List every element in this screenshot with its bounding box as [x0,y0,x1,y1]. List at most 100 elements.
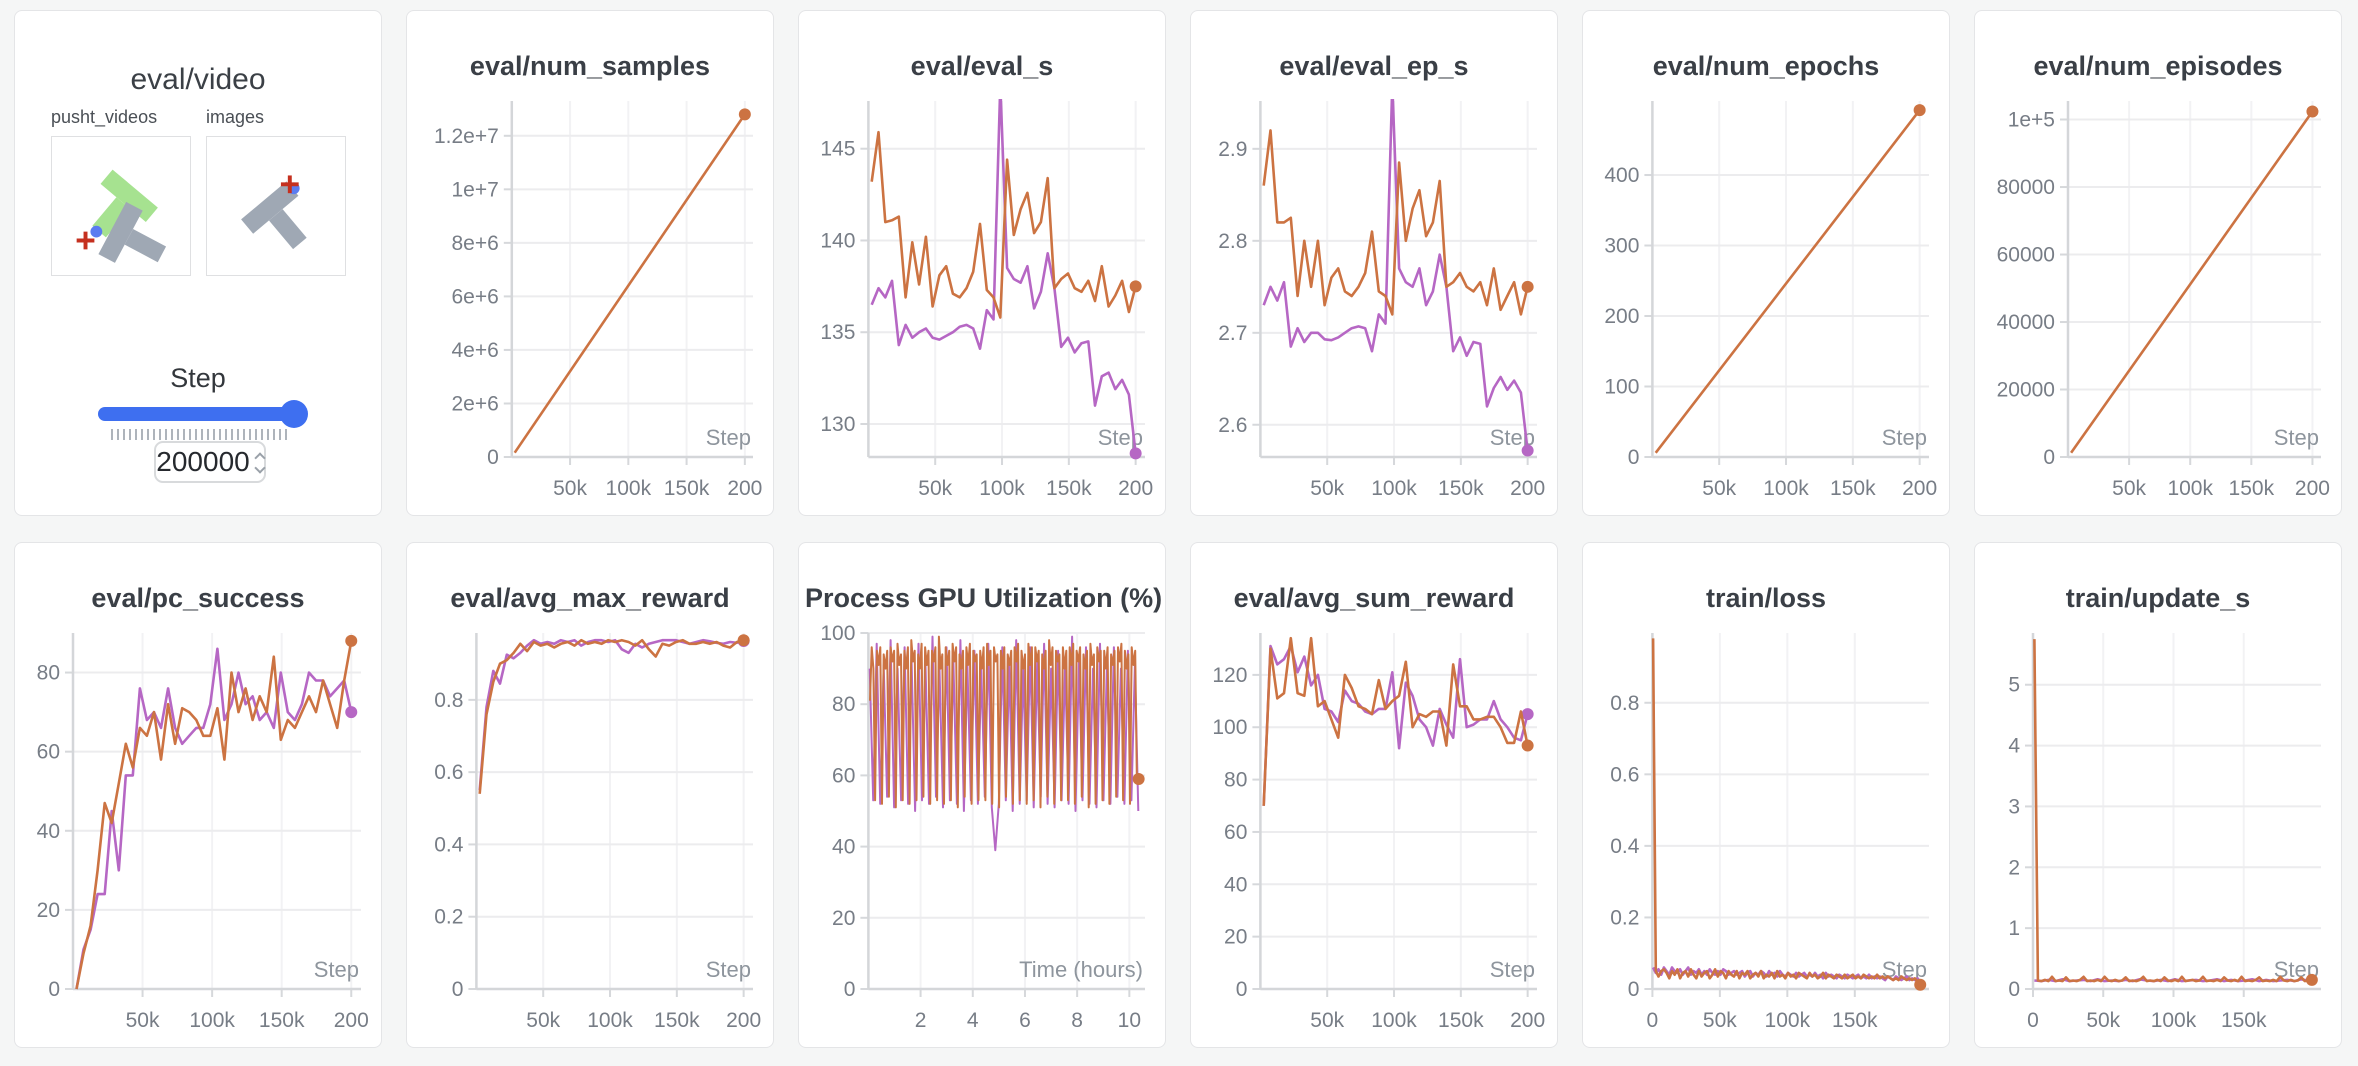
chart-title: eval/num_epochs [1652,51,1880,81]
series-run-orange [1651,638,1922,986]
chart-title: eval/num_samples [469,51,711,81]
svg-text:50k: 50k [126,1009,160,1032]
svg-text:40: 40 [1224,873,1247,896]
panel-eval-num-samples[interactable]: eval/num_samples 50k 100k 150k 200 0 2e+6 4e+6 6… [406,10,774,516]
svg-text:150k: 150k [1046,477,1092,500]
panel-eval-num-episodes[interactable]: eval/num_episodes 50k 100k 150k 200 0 20000 400… [1974,10,2342,516]
series-run-purple [1262,644,1529,806]
svg-text:60: 60 [37,741,60,764]
svg-text:100k: 100k [2151,1009,2197,1032]
svg-text:100: 100 [1212,716,1247,739]
svg-text:60: 60 [832,764,855,787]
svg-text:200: 200 [1902,477,1937,500]
panel-process-gpu-utilization[interactable]: Process GPU Utilization (%) 2 4 6 8 10 0 20 40 60… [798,542,1166,1048]
svg-text:0: 0 [48,978,60,1001]
series-end-dot [1132,772,1145,785]
panel-eval-pc-success[interactable]: eval/pc_success 50k 100k 150k 200 0 20 40 60 80 St… [14,542,382,1048]
svg-text:Step: Step [1490,957,1535,982]
panel-train-update-s[interactable]: train/update_s 0 50k 100k 150k 0 1 2 3 4 5 Step [1974,542,2342,1048]
svg-text:300: 300 [1604,235,1639,258]
svg-text:80: 80 [832,693,855,716]
goal-cross [76,231,95,250]
svg-text:2.9: 2.9 [1218,138,1247,161]
series-end-dot [737,634,750,647]
svg-text:20: 20 [1224,926,1247,949]
panel-eval-eval-ep-s[interactable]: eval/eval_ep_s 50k 100k 150k 200 2.6 2.7 2.8 2.9… [1190,10,1558,516]
panel-eval-eval-s[interactable]: eval/eval_s 50k 100k 150k 200 130 135 140 145 Ste… [798,10,1166,516]
svg-text:10: 10 [1118,1009,1141,1032]
goal-cross [280,175,299,194]
svg-text:Step: Step [1098,425,1143,450]
svg-text:50k: 50k [526,1009,560,1032]
series-end-dot [1129,280,1142,293]
series-run-orange [513,113,746,454]
stepper-arrows[interactable] [254,452,266,474]
panel-eval-avg-max-reward[interactable]: eval/avg_max_reward 50k 100k 150k 200 0 0.2 0.4… [406,542,774,1048]
slider-thumb[interactable] [280,400,308,428]
chart-title: eval/avg_sum_reward [1233,583,1515,613]
svg-text:80: 80 [1224,769,1247,792]
svg-text:0: 0 [1628,978,1640,1001]
series-run-orange [869,635,1140,809]
svg-text:50k: 50k [553,477,587,500]
svg-text:80: 80 [37,662,60,685]
svg-text:2.8: 2.8 [1218,230,1247,253]
svg-text:200: 200 [727,477,762,500]
svg-text:200: 200 [1510,1009,1545,1032]
svg-text:130: 130 [820,413,855,436]
pusht-video-thumbnail[interactable] [51,136,191,276]
panel-eval-num-epochs[interactable]: eval/num_epochs 50k 100k 150k 200 0 100 200 300 4… [1582,10,1950,516]
slider-track[interactable] [98,407,304,421]
slider-ruler [111,429,291,440]
svg-text:50k: 50k [2112,477,2146,500]
svg-text:8e+6: 8e+6 [451,232,498,255]
media-panel-title: eval/video [130,63,266,96]
step-slider[interactable] [98,400,308,428]
svg-text:80000: 80000 [1997,176,2055,199]
svg-text:4: 4 [2008,735,2020,758]
chart-canvas: 50k 100k 150k 200 0 2e+6 4e+6 6e+6 8e+6 1e+7 1.2e+… [434,101,762,500]
svg-text:0.6: 0.6 [1610,763,1639,786]
series-end-dot [345,634,358,647]
svg-text:Step: Step [706,957,751,982]
svg-text:0: 0 [2008,978,2020,1001]
svg-text:Step: Step [2274,425,2319,450]
gray-t-shape [241,181,307,250]
svg-text:6: 6 [1019,1009,1031,1032]
svg-text:0: 0 [844,978,856,1001]
svg-text:150k: 150k [1830,477,1876,500]
svg-text:0: 0 [2027,1009,2039,1032]
svg-text:0.2: 0.2 [434,906,463,929]
panel-train-loss[interactable]: train/loss 0 50k 100k 150k 0 0.2 0.4 0.6 0.8 Step [1582,542,1950,1048]
panel-eval-avg-sum-reward[interactable]: eval/avg_sum_reward 50k 100k 150k 200 0 20 40 60… [1190,542,1558,1048]
chart-title: eval/eval_s [910,51,1054,81]
svg-text:100k: 100k [1371,1009,1417,1032]
svg-text:150k: 150k [2221,1009,2267,1032]
panel-eval-video[interactable]: eval/video pusht_videos [14,10,382,516]
svg-text:100k: 100k [189,1009,235,1032]
image-thumbnail[interactable] [206,136,346,276]
series-run-orange [1262,129,1529,316]
svg-text:3: 3 [2008,795,2020,818]
svg-text:0.4: 0.4 [1610,835,1640,858]
series-run-orange [478,638,744,794]
svg-text:60000: 60000 [1997,244,2055,267]
series-run-purple [870,99,1137,454]
chart-title: train/loss [1705,583,1827,613]
pusht-scene [76,169,167,263]
svg-text:50k: 50k [1702,477,1736,500]
svg-text:5: 5 [2008,674,2020,697]
svg-text:40000: 40000 [1997,311,2055,334]
svg-text:100k: 100k [1371,477,1417,500]
svg-text:50k: 50k [918,477,952,500]
svg-text:0: 0 [452,978,464,1001]
step-input[interactable]: 200000 [154,441,266,483]
svg-text:150k: 150k [2229,477,2275,500]
svg-text:Step: Step [706,425,751,450]
series-run-orange [1262,636,1529,806]
svg-text:100: 100 [1604,376,1639,399]
